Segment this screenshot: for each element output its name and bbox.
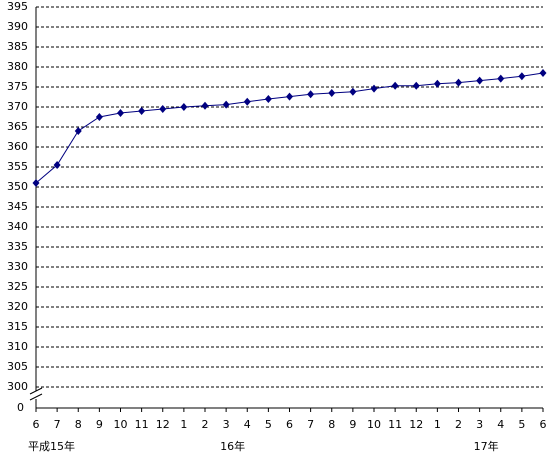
x-tick-label: 9 xyxy=(96,418,103,431)
x-tick-label: 1 xyxy=(434,418,441,431)
y-tick-label: 320 xyxy=(7,300,28,313)
x-tick-label: 3 xyxy=(223,418,230,431)
y-tick-label: 350 xyxy=(7,180,28,193)
x-tick-label: 4 xyxy=(244,418,251,431)
y-tick-label: 385 xyxy=(7,40,28,53)
x-tick-label: 6 xyxy=(286,418,293,431)
marker xyxy=(222,100,230,109)
marker xyxy=(201,101,209,110)
marker xyxy=(307,90,315,99)
axis-break-gap xyxy=(30,391,42,399)
y-tick-label: 310 xyxy=(7,340,28,353)
x-tick-label: 6 xyxy=(33,418,40,431)
marker xyxy=(455,78,462,87)
y-tick-label: 355 xyxy=(7,160,28,173)
marker xyxy=(243,97,251,106)
y-tick-label: 390 xyxy=(7,20,28,33)
marker xyxy=(286,92,293,101)
marker xyxy=(264,95,272,103)
y-tick-label: 305 xyxy=(7,360,28,373)
x-tick-label: 11 xyxy=(135,418,149,431)
x-group-label: 平成15年 xyxy=(28,439,75,453)
x-tick-label: 9 xyxy=(349,418,356,431)
marker xyxy=(391,81,399,90)
y-tick-label: 300 xyxy=(7,380,28,393)
x-group-label: 17年 xyxy=(474,439,499,453)
x-tick-label: 3 xyxy=(476,418,483,431)
marker xyxy=(180,103,188,111)
x-tick-label: 12 xyxy=(409,418,423,431)
x-tick-label: 7 xyxy=(307,418,314,431)
marker xyxy=(539,69,547,77)
x-tick-label: 1 xyxy=(180,418,187,431)
x-tick-label: 10 xyxy=(114,418,128,431)
x-group-label: 16年 xyxy=(220,439,245,453)
x-tick-label: 2 xyxy=(202,418,209,431)
y-tick-label: 335 xyxy=(7,240,28,253)
y-tick-label: 345 xyxy=(7,200,28,213)
marker xyxy=(476,76,484,85)
x-tick-label: 8 xyxy=(75,418,82,431)
y-tick-label: 360 xyxy=(7,140,28,153)
marker xyxy=(53,161,61,169)
marker xyxy=(349,87,357,96)
x-tick-label: 8 xyxy=(328,418,335,431)
marker xyxy=(497,74,505,83)
y-tick-label: 380 xyxy=(7,60,28,73)
marker xyxy=(518,72,526,81)
y-tick-label: 370 xyxy=(7,100,28,113)
x-tick-label: 11 xyxy=(388,418,402,431)
y-tick-label: 375 xyxy=(7,80,28,93)
x-tick-label: 6 xyxy=(540,418,547,431)
y-tick-label: 315 xyxy=(7,320,28,333)
marker xyxy=(433,79,441,88)
y-tick-label: 325 xyxy=(7,280,28,293)
marker xyxy=(117,109,124,117)
x-tick-label: 5 xyxy=(518,418,525,431)
y-tick-label: 365 xyxy=(7,120,28,133)
x-tick-label: 12 xyxy=(156,418,170,431)
y-tick-label: 340 xyxy=(7,220,28,233)
x-tick-label: 7 xyxy=(54,418,61,431)
marker xyxy=(159,105,167,113)
y-tick-label: 395 xyxy=(7,0,28,13)
marker xyxy=(32,179,40,187)
marker xyxy=(95,113,103,121)
x-tick-label: 5 xyxy=(265,418,272,431)
x-tick-label: 2 xyxy=(455,418,462,431)
marker xyxy=(74,127,82,135)
axis-break xyxy=(29,387,43,395)
x-tick-label: 4 xyxy=(497,418,504,431)
marker xyxy=(328,89,336,97)
marker xyxy=(412,81,420,90)
marker xyxy=(138,107,146,115)
y-tick-label: 330 xyxy=(7,260,28,273)
marker xyxy=(370,84,378,93)
y-tick-label: 0 xyxy=(17,401,24,414)
axis-break xyxy=(29,393,43,401)
x-tick-label: 10 xyxy=(367,418,381,431)
